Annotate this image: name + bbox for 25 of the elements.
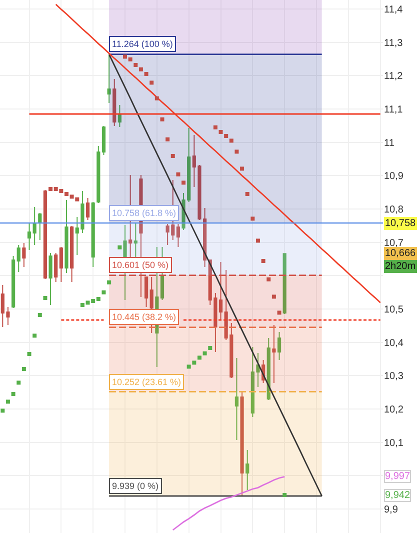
y-tick-label: 9,9 (384, 504, 398, 516)
y-tick-label: 11,3 (384, 38, 404, 49)
annotation: 9.939 (0 %) (112, 481, 159, 491)
y-tick-label: 10,9 (384, 171, 404, 182)
y-tick-label: 11,1 (384, 104, 404, 116)
annotation: 10.252 (23.61 %) (112, 377, 182, 387)
y-tick-label: 11 (384, 138, 395, 149)
annotation: 10.601 (50 %) (112, 260, 169, 270)
y-tick-label: 11,2 (384, 71, 404, 82)
y-tick-label: 10,3 (384, 371, 404, 382)
annotation: 10,666 (385, 248, 416, 259)
y-tick-label: 10,8 (384, 204, 404, 216)
text: 2h20m (385, 261, 416, 272)
annotation: 10.445 (38.2 %) (112, 312, 176, 322)
y-tick-label: 10,4 (384, 338, 404, 349)
y-tick-label: 11,4 (384, 4, 404, 16)
y-tick-label: 10,5 (384, 304, 404, 316)
ref-line-label: 10,758 (385, 218, 416, 229)
y-tick-label: 10,1 (384, 438, 404, 449)
y-tick-label: 10,7 (384, 238, 404, 249)
annotation: 10.758 (61.8 %) (112, 208, 176, 218)
annotation: 9,942 (385, 490, 410, 501)
annotation: 9,997 (385, 471, 410, 482)
annotation: 11.264 (100 %) (112, 39, 173, 49)
y-tick-label: 10,2 (384, 404, 404, 416)
